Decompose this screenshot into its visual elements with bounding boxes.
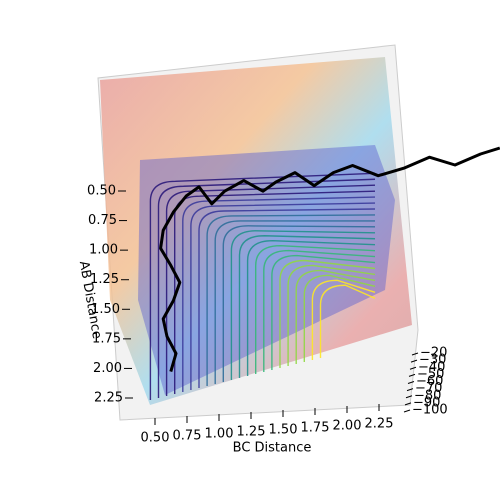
- z-tick: [410, 359, 418, 363]
- contour: [246, 239, 376, 376]
- contour: [311, 279, 376, 360]
- z-tick-label: −20: [420, 346, 447, 361]
- y-tick-label: 1.00: [89, 243, 118, 258]
- contour: [319, 284, 376, 358]
- contour: [230, 230, 376, 380]
- x-tick-label: 0.50: [141, 431, 170, 446]
- y-tick-label: 0.75: [88, 213, 117, 228]
- x-tick-label: 2.00: [333, 419, 362, 434]
- z-tick: [405, 395, 413, 399]
- x-tick-label: 1.75: [301, 421, 330, 436]
- contour: [182, 196, 376, 392]
- contour: [190, 202, 376, 390]
- contour: [198, 208, 376, 388]
- contour: [222, 225, 376, 382]
- z-tick-label: −100: [412, 403, 448, 418]
- contour: [271, 254, 376, 370]
- z-tick-label: −40: [418, 360, 445, 375]
- contour: [214, 220, 375, 384]
- y-tick-label: 1.50: [91, 302, 120, 317]
- x-axis-label: BC Distance: [233, 441, 312, 456]
- contour: [206, 214, 376, 386]
- y-tick-label: 0.50: [87, 184, 116, 199]
- contour: [255, 244, 376, 374]
- contours: [149, 172, 376, 400]
- y-tick-label: 1.25: [90, 272, 119, 287]
- z-tick: [404, 402, 412, 406]
- contour: [157, 178, 376, 398]
- x-tick-label: 1.50: [269, 423, 298, 438]
- y-tick-label: 2.00: [93, 361, 122, 376]
- z-tick: [407, 381, 415, 384]
- x-tick-label: 1.25: [237, 425, 266, 440]
- z-tick: [411, 352, 419, 356]
- y-tick-label: 2.25: [94, 391, 123, 406]
- z-tick-label: −80: [414, 388, 441, 403]
- contour: [303, 274, 376, 362]
- z-tick-label: −90: [413, 395, 440, 410]
- x-tick-label: 2.25: [365, 417, 394, 432]
- z-tick: [408, 373, 416, 377]
- contour: [238, 235, 376, 378]
- z-tick-label: −70: [415, 381, 442, 396]
- z-tick-label: −30: [419, 353, 446, 368]
- x-tick-label: 0.75: [173, 429, 202, 444]
- contour: [149, 172, 376, 400]
- contour: [287, 264, 376, 366]
- z-tick: [406, 388, 414, 392]
- z-tick: [403, 409, 411, 413]
- contour: [279, 259, 376, 368]
- contour: [263, 249, 376, 372]
- trajectory: [159, 146, 500, 373]
- y-tick-label: 1.75: [92, 331, 121, 346]
- x-tick-label: 1.00: [205, 427, 234, 442]
- z-tick: [409, 366, 417, 370]
- z-tick-label: −50: [417, 367, 444, 382]
- z-tick-label: −60: [416, 374, 443, 389]
- contour: [295, 269, 376, 364]
